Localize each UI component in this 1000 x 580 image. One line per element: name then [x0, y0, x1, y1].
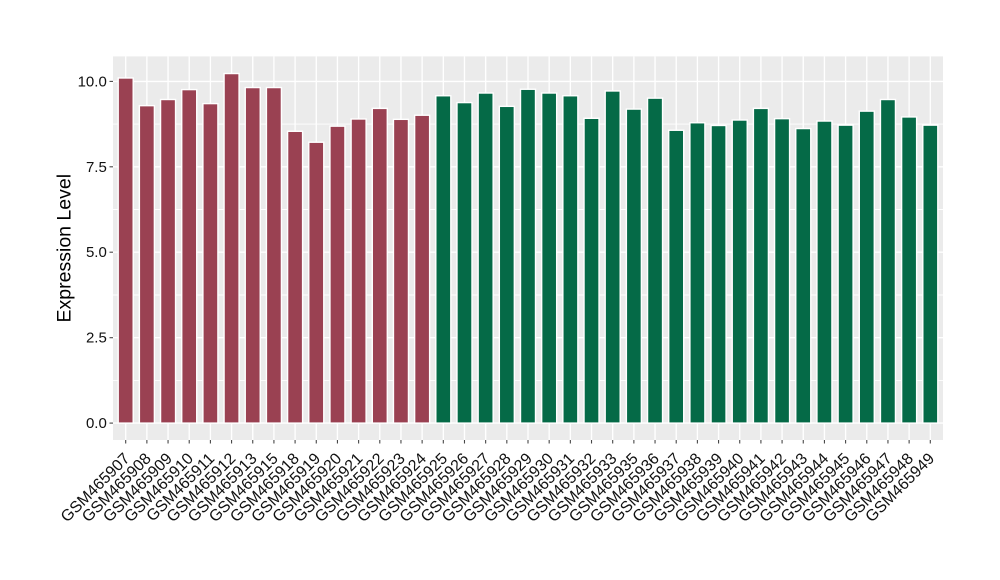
svg-text:2.5: 2.5 [86, 330, 107, 347]
svg-text:0.0: 0.0 [86, 415, 107, 432]
svg-text:Expression Level: Expression Level [53, 174, 75, 323]
svg-text:5.0: 5.0 [86, 244, 107, 261]
svg-text:7.5: 7.5 [86, 159, 107, 176]
svg-text:10.0: 10.0 [78, 73, 107, 90]
